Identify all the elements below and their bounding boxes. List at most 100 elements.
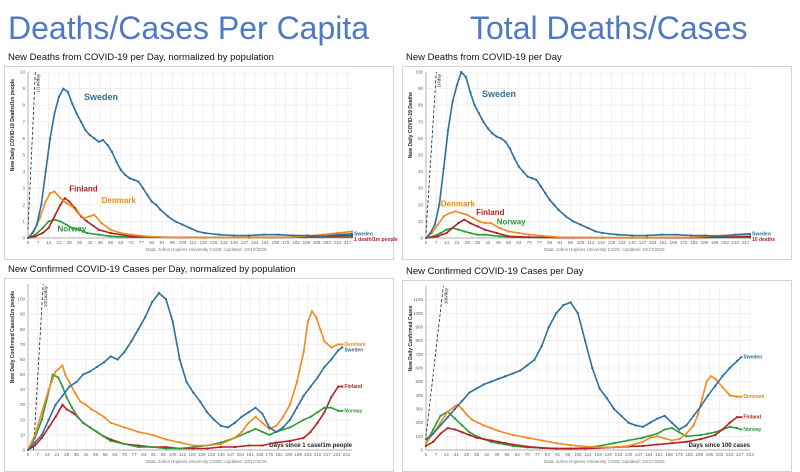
data-point-norway (598, 444, 601, 447)
data-point-norway (254, 427, 257, 430)
x-tick-label: 154 (251, 240, 259, 245)
data-point-denmark (656, 435, 659, 438)
data-point-finland (584, 447, 587, 450)
data-point-denmark (40, 411, 43, 414)
data-point-denmark (90, 408, 93, 411)
data-point-sweden (690, 234, 693, 237)
data-point-sweden (663, 414, 666, 417)
data-point-denmark (471, 418, 474, 421)
data-point-sweden (562, 304, 565, 307)
data-point-finland (53, 215, 56, 218)
data-point-denmark (670, 439, 673, 442)
end-label-finland: 1 death/1m people (354, 237, 398, 243)
x-tick-label: 175 (680, 240, 688, 245)
data-point-norway (445, 228, 448, 231)
data-point-finland (451, 227, 454, 229)
chart-deaths-total[interactable]: 0 10 20 30 40 50 60 70 80 90 100 0 7 14 21 28 35 42 49 56 63… (402, 66, 792, 260)
data-point-sweden (645, 234, 648, 237)
data-point-denmark (526, 436, 529, 439)
data-point-sweden (220, 424, 222, 427)
data-point-sweden (692, 414, 695, 417)
data-point-sweden (240, 415, 243, 418)
y-tick-label: 1100 (413, 297, 423, 302)
data-point-sweden (292, 234, 295, 237)
x-tick-label: 189 (285, 452, 293, 457)
data-point-sweden (547, 326, 550, 328)
data-point-norway (685, 435, 688, 438)
data-point-norway (469, 232, 472, 234)
data-point-finland (330, 396, 333, 399)
data-point-denmark (65, 202, 68, 205)
x-axis-label: Days since 100 cases (689, 443, 751, 449)
data-point-denmark (649, 436, 652, 439)
chart-cases-total[interactable]: 0 100 200 300 400 500 600 700 800 900 1000 1100 0 7 14… (402, 280, 792, 472)
data-point-finland (469, 222, 472, 225)
data-point-norway (475, 435, 478, 438)
x-tick-label: 105 (577, 240, 585, 245)
data-point-denmark (336, 232, 339, 234)
data-point-sweden (27, 237, 29, 239)
data-point-sweden (517, 165, 520, 168)
x-tick-label: 147 (227, 452, 235, 457)
chart-title: New Confirmed COVID-19 Cases per Day (406, 266, 584, 277)
data-point-sweden (660, 233, 663, 236)
data-point-sweden (289, 418, 291, 421)
x-tick-label: 161 (261, 240, 269, 245)
data-point-sweden (616, 233, 619, 236)
data-point-norway (341, 409, 344, 412)
data-point-sweden (634, 424, 637, 427)
data-point-sweden (540, 345, 543, 348)
x-tick-label: 147 (639, 240, 647, 245)
x-tick-label: 84 (545, 452, 551, 457)
data-point-sweden (707, 394, 710, 397)
data-point-sweden (451, 100, 454, 103)
chart-cases-per-capita[interactable]: 0 10 20 30 40 50 60 70 80 90 100 0 7 14 21 28 35 42 49 56 63… (4, 278, 394, 472)
data-point-sweden (226, 426, 229, 429)
data-point-sweden (54, 403, 57, 406)
data-point-denmark (49, 192, 52, 195)
y-tick-label: 400 (415, 393, 423, 398)
data-point-finland (59, 203, 62, 206)
data-point-sweden (130, 340, 133, 343)
data-point-sweden (591, 367, 594, 369)
data-point-sweden (497, 377, 500, 380)
x-tick-label: 28 (464, 452, 470, 457)
data-point-sweden (631, 234, 634, 237)
data-point-sweden (495, 135, 498, 138)
y-tick-label: 800 (415, 338, 423, 343)
data-point-sweden (613, 408, 615, 410)
data-point-sweden (526, 364, 529, 367)
data-point-sweden (159, 208, 162, 211)
data-point-sweden (189, 227, 191, 229)
y-tick-label: 30 (20, 402, 26, 407)
data-point-finland (749, 235, 751, 238)
data-point-sweden (605, 397, 608, 400)
y-tick-label: 9 (22, 86, 25, 91)
chart-panel-cases-total: New Confirmed COVID-19 Cases per Day 0 10… (402, 266, 792, 472)
data-point-sweden (704, 234, 707, 237)
data-point-sweden (178, 358, 181, 361)
data-point-sweden (146, 193, 149, 196)
y-axis-label: New Daily Confirmed Cases/1m people (10, 291, 16, 383)
data-point-norway (192, 446, 195, 448)
reference-line (425, 285, 444, 437)
reference-line-label: 10/1m/day (43, 285, 48, 307)
data-point-norway (457, 228, 460, 231)
data-point-norway (41, 227, 44, 229)
data-point-finland (323, 411, 326, 414)
data-point-finland (490, 439, 493, 442)
data-point-sweden (535, 178, 538, 181)
data-point-sweden (473, 104, 476, 107)
data-point-norway (40, 418, 43, 421)
data-point-sweden (282, 426, 285, 429)
chart-panel-deaths-total: New Deaths from COVID-19 per Day 0 10 20 30… (402, 52, 792, 260)
data-point-sweden (504, 140, 507, 143)
data-point-sweden (306, 234, 309, 237)
series-label-sweden: Sweden (84, 92, 118, 102)
data-point-finland (504, 442, 507, 445)
data-point-norway (663, 428, 666, 431)
data-point-denmark (685, 432, 688, 435)
data-point-norway (740, 428, 743, 431)
data-point-sweden (469, 90, 472, 93)
